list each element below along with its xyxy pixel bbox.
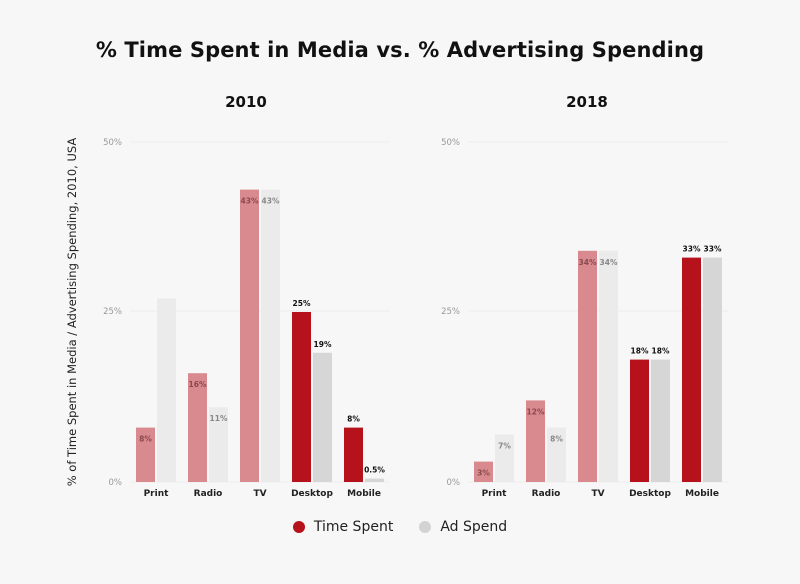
legend: Time Spent Ad Spend (0, 519, 800, 535)
y-tick-label: 50% (441, 138, 460, 148)
bar-ad-spend-radio (209, 407, 228, 482)
data-label-ad-spend: 11% (210, 414, 228, 423)
data-label-time-spent: 8% (139, 435, 152, 444)
data-label-ad-spend: 34% (600, 258, 618, 267)
bar-ad-spend-desktop (651, 359, 670, 482)
bar-ad-spend-print (157, 298, 176, 482)
category-label-print: Print (482, 489, 508, 499)
data-label-time-spent: 16% (189, 380, 207, 389)
y-tick-label: 0% (447, 478, 461, 488)
bar-time-spent-desktop (292, 312, 311, 482)
y-tick-label: 50% (103, 138, 122, 148)
bar-ad-spend-tv (261, 189, 280, 482)
data-label-time-spent: 8% (347, 415, 360, 424)
y-tick-label: 25% (103, 307, 122, 317)
bar-ad-spend-mobile (703, 257, 722, 482)
data-label-ad-spend: 0.5% (364, 466, 385, 475)
category-label-desktop: Desktop (629, 489, 671, 499)
bar-time-spent-mobile (682, 257, 701, 482)
ad-spend-swatch (419, 521, 432, 533)
data-label-time-spent: 3% (477, 469, 490, 478)
category-label-radio: Radio (532, 489, 561, 499)
bar-ad-spend-mobile (365, 478, 384, 482)
y-tick-label: 25% (441, 307, 460, 317)
panel-title-2018: 2018 (566, 93, 608, 111)
data-label-time-spent: 25% (293, 299, 311, 308)
panel-title-2010: 2010 (225, 93, 267, 111)
data-label-ad-spend: 8% (550, 435, 563, 444)
bar-time-spent-mobile (344, 427, 363, 482)
category-label-desktop: Desktop (291, 489, 333, 499)
bar-time-spent-desktop (630, 359, 649, 482)
bar-ad-spend-tv (599, 250, 618, 482)
data-label-time-spent: 12% (527, 407, 545, 416)
data-label-time-spent: 43% (241, 197, 259, 206)
category-label-mobile: Mobile (347, 489, 381, 499)
category-label-tv: TV (253, 489, 266, 499)
bar-time-spent-tv (240, 189, 259, 482)
bar-time-spent-tv (578, 250, 597, 482)
bar-time-spent-radio (526, 400, 545, 482)
legend-item-ad-spend[interactable]: Ad Spend (419, 519, 507, 535)
category-label-print: Print (144, 489, 170, 499)
data-label-time-spent: 33% (683, 245, 701, 254)
data-label-time-spent: 18% (631, 347, 649, 356)
bar-ad-spend-print (495, 434, 514, 482)
chart-title: % Time Spent in Media vs. % Advertising … (95, 38, 705, 62)
time-spent-swatch (292, 521, 305, 533)
data-label-time-spent: 34% (579, 258, 597, 267)
data-label-ad-spend: 43% (262, 197, 280, 206)
legend-item-time-spent[interactable]: Time Spent (292, 519, 394, 535)
legend-label-time-spent: Time Spent (313, 519, 394, 535)
data-label-ad-spend: 33% (704, 245, 722, 254)
data-label-ad-spend: 18% (652, 347, 670, 356)
bar-time-spent-print (136, 427, 155, 482)
legend-label-ad-spend: Ad Spend (440, 519, 508, 535)
bar-time-spent-print (474, 461, 493, 482)
data-label-ad-spend: 19% (314, 340, 332, 349)
bar-time-spent-radio (188, 373, 207, 482)
category-label-radio: Radio (194, 489, 223, 499)
category-label-tv: TV (591, 489, 604, 499)
bar-ad-spend-desktop (313, 352, 332, 482)
data-label-ad-spend: 7% (498, 441, 511, 450)
bar-ad-spend-radio (547, 427, 566, 482)
y-tick-label: 0% (109, 478, 123, 488)
category-label-mobile: Mobile (685, 489, 719, 499)
